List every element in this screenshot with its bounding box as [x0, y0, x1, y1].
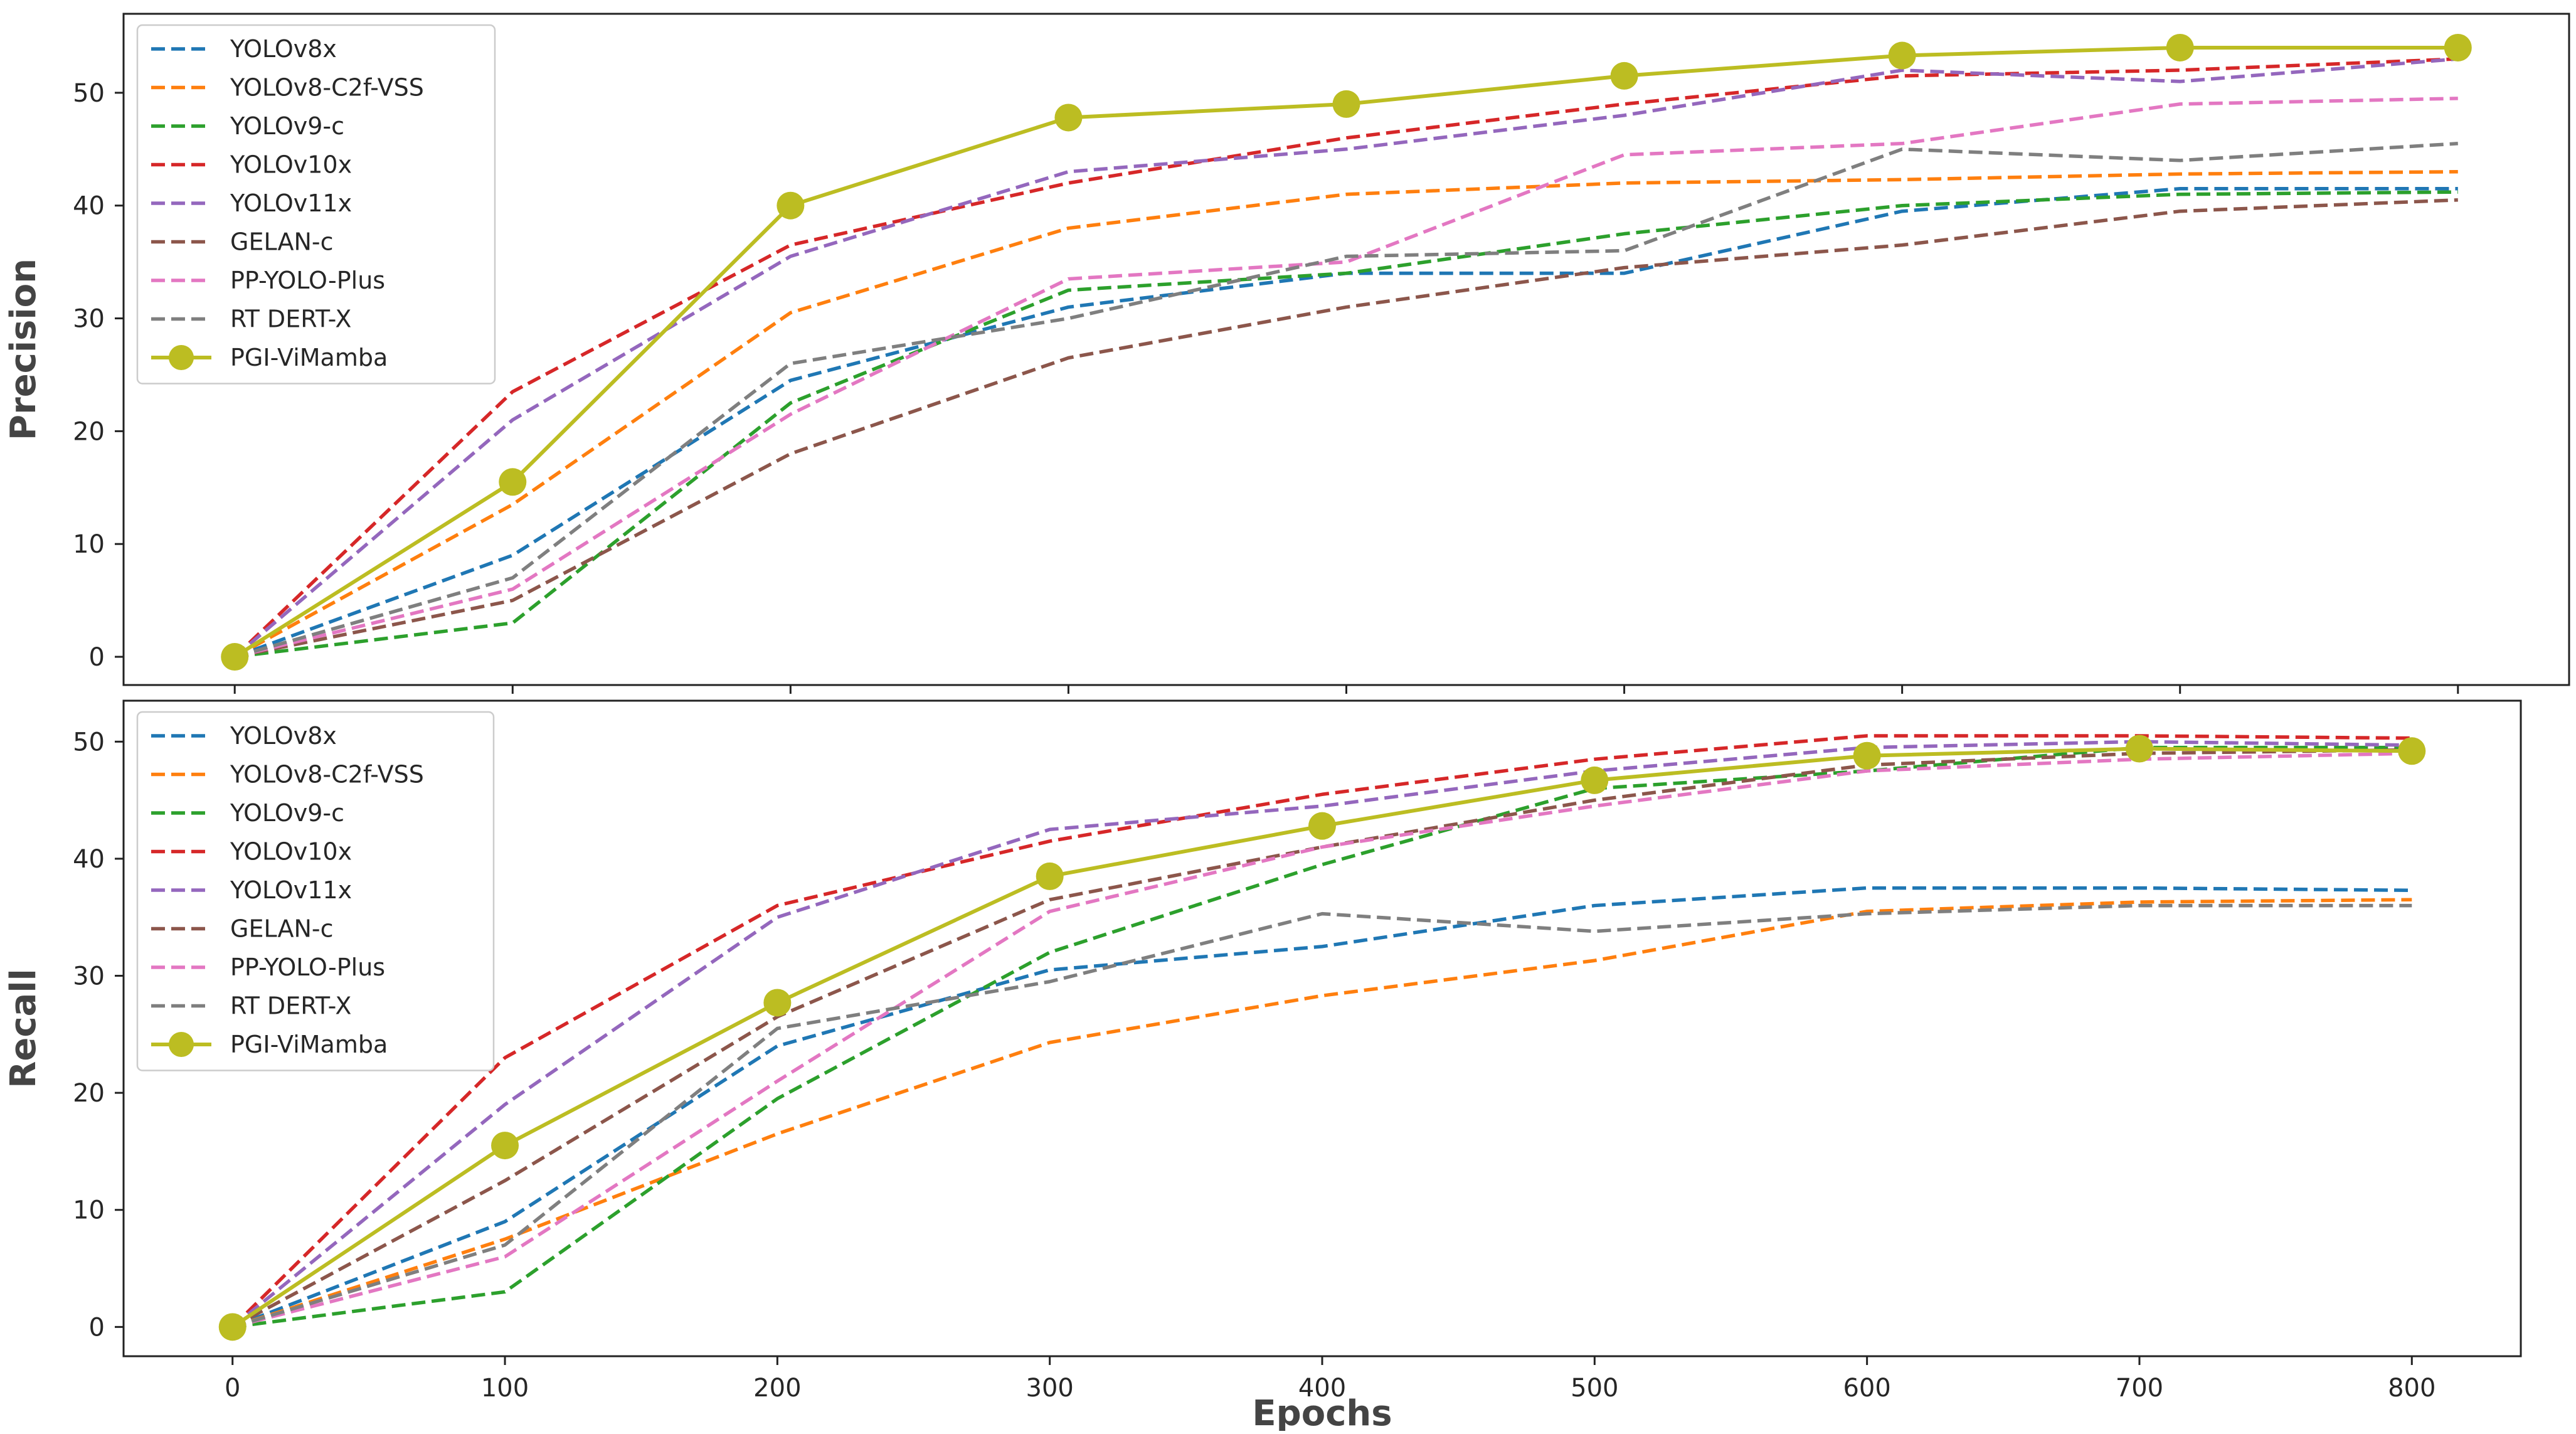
recall-point-pgi-vimamba — [218, 1313, 246, 1341]
precision-point-pgi-vimamba — [777, 191, 805, 220]
precision-point-pgi-vimamba — [221, 643, 249, 671]
precision-series-pgi-vimamba — [233, 45, 2458, 659]
recall-ytick-label: 40 — [73, 845, 105, 874]
recall-series-yolov9-c — [232, 745, 2412, 1329]
precision-series-pp-yolo-plus — [234, 97, 2458, 659]
precision-series-yolov11x — [233, 57, 2458, 659]
recall-xtick-label: 0 — [225, 1374, 240, 1403]
precision-legend-label: YOLOv8-C2f-VSS — [230, 74, 424, 102]
recall-point-pgi-vimamba — [763, 989, 792, 1017]
recall-legend-label: GELAN-c — [230, 915, 334, 943]
recall-legend-label: RT DERT-X — [230, 992, 351, 1020]
recall-legend-marker — [169, 1032, 194, 1057]
recall-ytick-label: 10 — [73, 1196, 105, 1225]
precision-series-yolov10x — [233, 57, 2458, 659]
precision-ytick-label: 20 — [73, 417, 105, 446]
precision-series-yolov8-c2f-vss — [233, 170, 2458, 659]
recall-legend-label: YOLOv8x — [230, 722, 337, 750]
precision-series-yolov8x — [234, 186, 2458, 659]
recall-xtick-label: 600 — [1843, 1374, 1890, 1403]
recall-legend: YOLOv8x YOLOv8-C2f-VSS YOLOv9-c YOLOv10x YOL… — [136, 711, 495, 1071]
recall-series-rt-dert-x — [231, 903, 2412, 1329]
precision-legend-label: YOLOv10x — [230, 151, 352, 179]
recall-xtick-label: 800 — [2388, 1374, 2436, 1403]
precision-ytick-label: 10 — [73, 530, 105, 559]
recall-xtick-label: 100 — [481, 1374, 529, 1403]
precision-point-pgi-vimamba — [1332, 90, 1360, 118]
recall-xtick-label: 200 — [753, 1374, 801, 1403]
recall-series-yolov10x — [231, 734, 2412, 1329]
recall-xlabel: Epochs — [1252, 1393, 1392, 1431]
recall-point-pgi-vimamba — [491, 1132, 519, 1160]
precision-legend-box — [136, 24, 496, 385]
recall-legend-box — [136, 711, 495, 1071]
precision-ylabel: Precision — [3, 258, 44, 440]
recall-legend-label: YOLOv8-C2f-VSS — [230, 761, 424, 789]
recall-ytick-label: 0 — [89, 1313, 105, 1342]
precision-point-pgi-vimamba — [1054, 104, 1083, 132]
precision-legend-label: PP-YOLO-Plus — [230, 267, 385, 294]
precision-legend-label: YOLOv9-c — [230, 112, 344, 140]
precision-ytick-label: 30 — [73, 305, 105, 334]
recall-series-pp-yolo-plus — [232, 752, 2412, 1329]
recall-ylabel: Recall — [3, 969, 44, 1088]
recall-ytick-label: 30 — [73, 962, 105, 991]
precision-point-pgi-vimamba — [1610, 61, 1638, 90]
recall-series-gelan-c — [231, 748, 2412, 1329]
precision-point-pgi-vimamba — [2166, 33, 2194, 61]
recall-point-pgi-vimamba — [1581, 766, 1609, 794]
precision-legend-label: RT DERT-X — [230, 305, 351, 333]
precision-point-pgi-vimamba — [2444, 33, 2472, 61]
precision-point-pgi-vimamba — [499, 468, 527, 496]
precision-legend-label: YOLOv8x — [230, 35, 337, 63]
precision-point-pgi-vimamba — [1888, 41, 1916, 70]
precision-series-gelan-c — [234, 198, 2458, 659]
precision-ytick-label: 40 — [73, 192, 105, 221]
precision-legend-label: YOLOv11x — [230, 189, 352, 217]
recall-ytick-label: 50 — [73, 728, 105, 757]
recall-point-pgi-vimamba — [1853, 741, 1881, 770]
precision-legend-marker — [169, 345, 194, 370]
precision-series-yolov9-c — [234, 190, 2458, 659]
precision-legend-label: PGI-ViMamba — [230, 344, 388, 371]
recall-xtick-label: 300 — [1026, 1374, 1074, 1403]
recall-point-pgi-vimamba — [2125, 735, 2153, 763]
precision-series-rt-dert-x — [234, 142, 2458, 659]
recall-point-pgi-vimamba — [1308, 812, 1336, 840]
precision-legend: YOLOv8x YOLOv8-C2f-VSS YOLOv9-c YOLOv10x YOL… — [136, 24, 496, 385]
recall-xtick-label: 700 — [2116, 1374, 2163, 1403]
recall-legend-label: YOLOv9-c — [230, 799, 344, 827]
recall-legend-label: PP-YOLO-Plus — [230, 953, 385, 981]
recall-legend-label: YOLOv10x — [230, 838, 352, 866]
precision-ytick-label: 50 — [73, 79, 105, 108]
recall-series-yolov11x — [231, 740, 2412, 1329]
recall-series-yolov8-c2f-vss — [231, 898, 2412, 1329]
precision-legend-label: GELAN-c — [230, 228, 334, 256]
recall-point-pgi-vimamba — [1036, 862, 1064, 890]
recall-point-pgi-vimamba — [2398, 737, 2426, 765]
recall-xtick-label: 400 — [1298, 1374, 1346, 1403]
recall-ytick-label: 20 — [73, 1079, 105, 1108]
recall-legend-label: PGI-ViMamba — [230, 1031, 388, 1058]
recall-legend-label: YOLOv11x — [230, 876, 352, 904]
precision-panel: 0 10 20 30 40 50 Precision YOLOv8x YOLOv8-C2f-VS… — [3, 13, 2570, 694]
recall-series-yolov8x — [231, 886, 2412, 1329]
precision-ytick-label: 0 — [89, 643, 105, 672]
recall-xtick-label: 500 — [1571, 1374, 1618, 1403]
